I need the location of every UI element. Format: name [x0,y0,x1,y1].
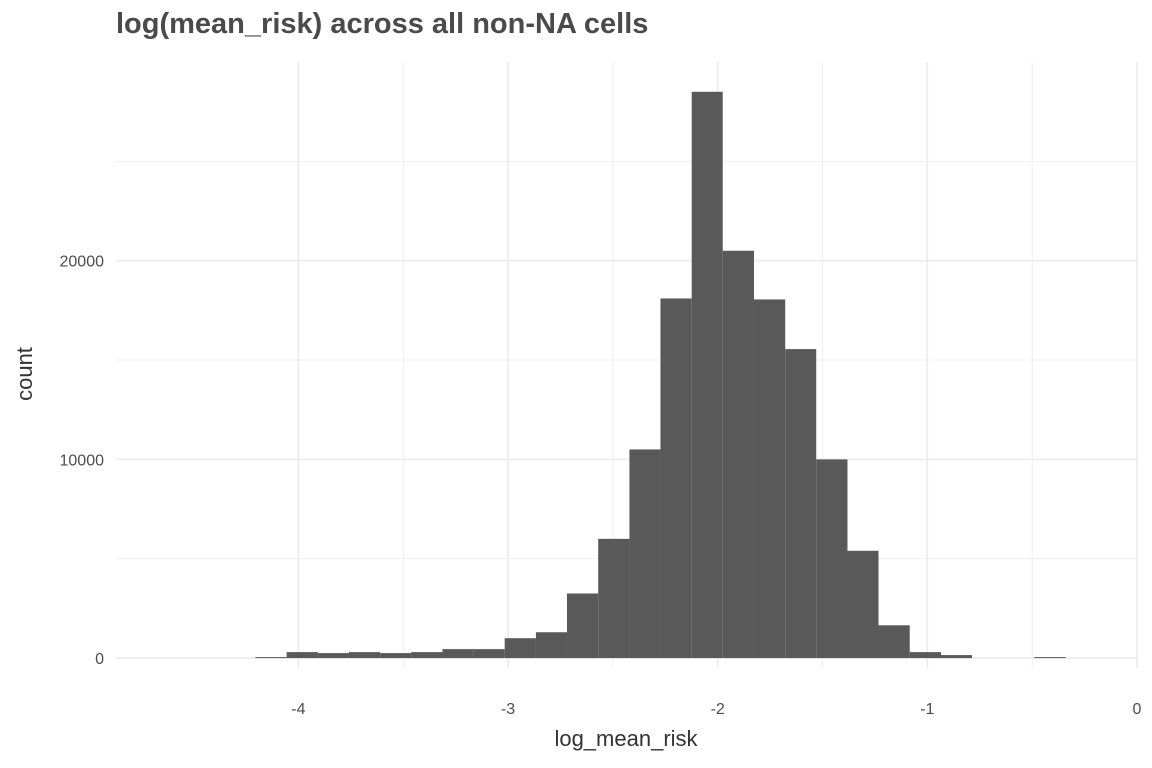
histogram-bar [286,652,318,659]
histogram-bar [442,649,474,659]
x-axis-ticks: -4 -3 -2 -1 0 [291,701,1141,718]
x-tick-label: -4 [291,701,305,718]
histogram-bars [255,91,1066,659]
chart-title: log(mean_risk) across all non-NA cells [116,8,649,40]
histogram-bar [535,632,567,659]
histogram-bar [847,550,879,659]
histogram-bar [909,652,941,659]
y-tick-label: 0 [95,651,104,668]
histogram-bar [473,649,505,659]
histogram-bar [348,652,381,659]
histogram-bar [317,653,349,659]
histogram-bar [255,657,287,659]
x-tick-label: 0 [1133,701,1142,718]
x-tick-label: -2 [711,701,725,718]
histogram-bar [1034,657,1066,659]
x-axis-title: log_mean_risk [554,726,698,751]
y-tick-label: 20000 [60,254,105,271]
histogram-bar [660,298,692,659]
histogram-bar [878,625,910,659]
histogram-bar [691,91,723,659]
y-tick-label: 10000 [60,452,105,469]
histogram-bar [380,653,412,659]
histogram-bar [816,459,848,659]
histogram-bar [504,638,536,659]
histogram-bar [753,299,786,659]
x-tick-label: -3 [501,701,515,718]
histogram-bar [566,593,599,659]
y-axis-ticks: 0 10000 20000 [60,254,105,668]
histogram-bar [940,655,973,659]
y-axis-title: count [12,347,37,401]
histogram-bar [785,349,817,659]
histogram-bar [598,538,630,659]
histogram-bar [722,250,754,659]
histogram-bar [629,449,661,659]
histogram-bar [411,652,443,659]
x-tick-label: -1 [920,701,934,718]
